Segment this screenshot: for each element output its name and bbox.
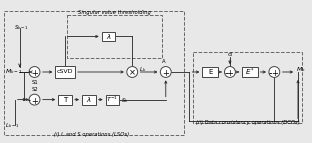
Text: +: + [271, 69, 278, 78]
Text: (ii) Data consistency operations (DCOs): (ii) Data consistency operations (DCOs) [196, 120, 300, 125]
Text: $L_{k-1}$: $L_{k-1}$ [5, 121, 19, 130]
Bar [105, 95, 119, 105]
Bar [193, 52, 302, 123]
Text: Singular value thresholding: Singular value thresholding [78, 10, 151, 15]
Text: +: + [31, 97, 38, 106]
Bar [82, 95, 96, 105]
Text: $\times$: $\times$ [128, 68, 136, 78]
Text: S1: S1 [31, 80, 38, 85]
Text: -: - [27, 96, 30, 105]
Text: $S_k$: $S_k$ [121, 96, 129, 105]
Text: E: E [208, 69, 212, 75]
Text: +: + [227, 69, 233, 78]
Circle shape [269, 66, 280, 77]
Text: $E^*$: $E^*$ [245, 66, 255, 78]
Text: S2: S2 [31, 87, 38, 92]
Text: $S_{k-1}$: $S_{k-1}$ [14, 23, 28, 32]
Text: $M_{k-1}$: $M_{k-1}$ [5, 67, 22, 77]
Circle shape [160, 66, 171, 77]
Text: A: A [162, 59, 166, 64]
Text: $M_k$: $M_k$ [296, 66, 306, 75]
Text: $\lambda$: $\lambda$ [106, 32, 111, 41]
Circle shape [29, 66, 40, 77]
Text: $L_k$: $L_k$ [139, 66, 147, 75]
Bar [4, 11, 183, 135]
Text: d: d [228, 52, 232, 57]
Bar [202, 66, 218, 77]
Bar [58, 95, 72, 105]
Bar [102, 32, 115, 41]
Text: $T^{-1}$: $T^{-1}$ [106, 95, 119, 104]
Text: -: - [269, 68, 272, 78]
Circle shape [225, 66, 235, 77]
Text: T: T [63, 97, 67, 103]
Bar [67, 15, 162, 58]
Text: $\lambda$: $\lambda$ [86, 95, 92, 104]
Text: (i) L and S operations (LSOs): (i) L and S operations (LSOs) [54, 132, 129, 137]
Bar [55, 66, 75, 78]
Text: -: - [224, 68, 228, 78]
Text: +: + [162, 69, 169, 78]
Text: +: + [31, 69, 38, 78]
Circle shape [29, 94, 40, 105]
Circle shape [127, 66, 138, 77]
Text: cSVD: cSVD [57, 69, 73, 75]
Bar [242, 66, 257, 77]
